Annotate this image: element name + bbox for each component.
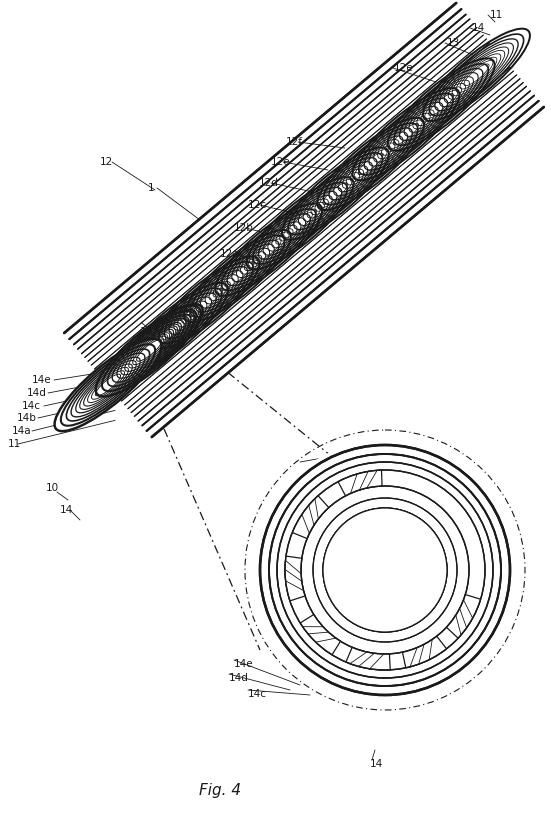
Text: 11: 11 <box>490 10 503 20</box>
Circle shape <box>323 508 447 632</box>
Text: 12c: 12c <box>248 200 267 210</box>
Text: 12e: 12e <box>394 63 414 73</box>
Text: 14d: 14d <box>27 388 47 398</box>
Text: 15: 15 <box>140 352 153 362</box>
Text: 20: 20 <box>420 456 433 466</box>
Text: 15: 15 <box>390 450 403 460</box>
Polygon shape <box>446 595 480 638</box>
Text: 14: 14 <box>60 505 73 515</box>
Circle shape <box>323 508 447 632</box>
Polygon shape <box>402 636 446 667</box>
Text: 12d: 12d <box>259 178 279 188</box>
Text: 12b: 12b <box>234 223 254 233</box>
Text: 14d: 14d <box>229 673 249 683</box>
Text: 14e: 14e <box>32 375 52 385</box>
Text: 11: 11 <box>8 439 21 449</box>
Ellipse shape <box>55 339 161 431</box>
Polygon shape <box>292 495 329 539</box>
Text: 20: 20 <box>149 341 162 351</box>
Text: 14e: 14e <box>234 659 253 669</box>
Polygon shape <box>346 647 390 670</box>
Text: 10: 10 <box>46 483 59 493</box>
Text: 12: 12 <box>100 157 114 167</box>
Text: 13: 13 <box>356 443 369 453</box>
Text: Fig. 4: Fig. 4 <box>199 782 241 798</box>
Text: 1: 1 <box>148 183 155 193</box>
Text: 12a: 12a <box>220 249 240 259</box>
Text: 13: 13 <box>447 38 460 48</box>
Text: 12e: 12e <box>271 157 290 167</box>
Polygon shape <box>338 470 382 495</box>
Polygon shape <box>64 3 544 437</box>
Text: 13: 13 <box>140 327 153 337</box>
Text: 14: 14 <box>370 759 383 769</box>
Text: 14c: 14c <box>22 401 41 411</box>
Polygon shape <box>300 614 341 655</box>
Circle shape <box>255 440 515 700</box>
Text: 12f: 12f <box>286 137 303 147</box>
Text: 14: 14 <box>472 23 485 33</box>
Text: 14b: 14b <box>17 413 37 423</box>
Text: 14a: 14a <box>12 426 31 436</box>
Text: 14c: 14c <box>248 689 267 699</box>
Polygon shape <box>285 556 305 601</box>
